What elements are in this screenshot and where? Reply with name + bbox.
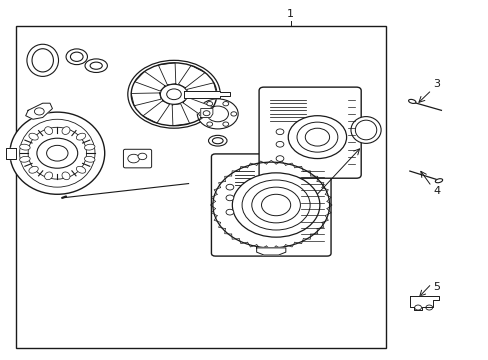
Circle shape xyxy=(70,52,83,62)
Circle shape xyxy=(166,89,181,100)
Polygon shape xyxy=(183,91,229,98)
Polygon shape xyxy=(131,93,161,106)
Ellipse shape xyxy=(76,133,85,140)
Circle shape xyxy=(287,116,346,158)
Ellipse shape xyxy=(84,144,95,150)
Ellipse shape xyxy=(20,156,30,162)
Ellipse shape xyxy=(208,135,226,146)
Ellipse shape xyxy=(44,172,53,180)
Circle shape xyxy=(206,106,228,122)
Bar xyxy=(16,26,385,348)
Circle shape xyxy=(127,154,139,163)
Circle shape xyxy=(276,141,284,147)
Ellipse shape xyxy=(85,59,107,72)
Polygon shape xyxy=(172,104,189,126)
Ellipse shape xyxy=(434,179,442,183)
Polygon shape xyxy=(178,66,204,88)
Polygon shape xyxy=(142,101,169,123)
Ellipse shape xyxy=(212,138,223,144)
Polygon shape xyxy=(186,83,216,96)
Ellipse shape xyxy=(32,49,53,72)
Circle shape xyxy=(276,129,284,135)
FancyBboxPatch shape xyxy=(123,149,151,168)
Polygon shape xyxy=(256,248,285,255)
Circle shape xyxy=(230,112,236,116)
Text: 4: 4 xyxy=(432,186,439,196)
Circle shape xyxy=(232,173,319,237)
Text: 2: 2 xyxy=(286,223,294,233)
Circle shape xyxy=(127,60,220,128)
Ellipse shape xyxy=(350,117,380,143)
Circle shape xyxy=(225,184,233,190)
Circle shape xyxy=(225,209,233,215)
Polygon shape xyxy=(409,296,438,310)
Circle shape xyxy=(66,49,87,64)
Ellipse shape xyxy=(27,44,59,76)
Ellipse shape xyxy=(44,127,53,134)
Ellipse shape xyxy=(408,99,415,103)
Ellipse shape xyxy=(10,112,104,194)
Ellipse shape xyxy=(62,172,70,180)
Circle shape xyxy=(46,145,68,161)
Ellipse shape xyxy=(355,120,376,140)
Ellipse shape xyxy=(90,62,102,69)
Circle shape xyxy=(206,122,212,126)
FancyBboxPatch shape xyxy=(211,154,330,256)
Polygon shape xyxy=(135,72,165,91)
Text: 1: 1 xyxy=(286,9,294,19)
Polygon shape xyxy=(26,103,52,119)
Circle shape xyxy=(138,153,146,159)
Circle shape xyxy=(160,84,187,104)
Text: 3: 3 xyxy=(432,78,439,89)
Ellipse shape xyxy=(76,166,85,173)
Polygon shape xyxy=(183,98,213,117)
Ellipse shape xyxy=(29,133,38,140)
Polygon shape xyxy=(6,148,16,158)
Polygon shape xyxy=(201,109,212,117)
Ellipse shape xyxy=(62,127,70,134)
Polygon shape xyxy=(158,63,176,85)
Circle shape xyxy=(197,99,238,129)
Circle shape xyxy=(199,112,204,116)
Ellipse shape xyxy=(20,144,30,150)
Circle shape xyxy=(225,195,233,201)
Circle shape xyxy=(223,122,228,126)
Ellipse shape xyxy=(29,166,38,173)
Circle shape xyxy=(37,138,78,168)
Circle shape xyxy=(206,102,212,106)
Text: 5: 5 xyxy=(432,282,439,292)
Ellipse shape xyxy=(84,156,95,162)
Circle shape xyxy=(276,156,284,161)
Circle shape xyxy=(223,102,228,106)
FancyBboxPatch shape xyxy=(259,87,361,178)
Circle shape xyxy=(34,108,44,115)
